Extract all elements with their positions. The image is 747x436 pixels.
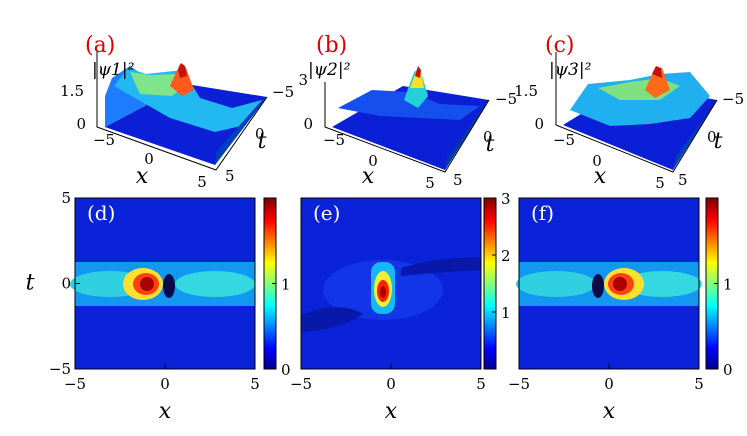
surface-c-ytick: −5 (722, 90, 744, 108)
heatmap-d-ytick-label: 5 (61, 189, 71, 207)
heatmap-e-xtick-label: −5 (290, 375, 312, 393)
heatmap-f-xtick-label: 0 (604, 375, 614, 393)
surface-b-ytick: −5 (495, 90, 517, 108)
heatmap-panel-f (516, 197, 702, 370)
heatmap-f-peak-core (613, 277, 627, 291)
surface-a-ztick: 0 (76, 115, 86, 133)
surface-panel-a (105, 63, 267, 165)
panel-label-a: (a) (85, 33, 115, 58)
surface-a-ytick: 5 (225, 167, 235, 185)
surface-b-xtick: 5 (425, 174, 435, 192)
surface-panel-c (563, 66, 717, 170)
surface-c-peak-top (652, 66, 662, 78)
surface-b-ztick: 0 (303, 115, 313, 133)
surface-a-ztick: 1.5 (60, 82, 84, 100)
surface-a-xtick: 5 (197, 173, 207, 191)
surface-c-ytick: 5 (678, 171, 688, 189)
heatmap-e-xtick-label: 5 (476, 375, 486, 393)
axis-lines-b (324, 82, 490, 173)
panel-label-c: (c) (545, 33, 575, 58)
heatmap-d-xlabel: x (159, 399, 172, 424)
heatmap-f-hole (592, 274, 604, 298)
surface-b-xtick: −5 (323, 131, 345, 149)
heatmap-f-xtick-label: 5 (694, 375, 704, 393)
heatmap-d-band-core-right (175, 271, 255, 297)
surface-b-ridge (338, 90, 480, 120)
surface-a-peak-top (178, 63, 187, 78)
surface-b-ytick: 0 (483, 128, 493, 146)
surface-a-zlabel: |ψ1|² (92, 60, 135, 80)
heatmap-f-band-core-left (516, 271, 596, 297)
heatmap-panel-d (70, 197, 256, 370)
surface-a-ridge-top (130, 72, 188, 96)
surface-c-ztick: 0 (534, 115, 544, 133)
surface-c-ztick: 1.5 (514, 82, 538, 100)
heatmap-panel-e (300, 197, 482, 370)
surface-c-xtick: 0 (592, 152, 602, 170)
colorbar-f-tick-label: 1 (723, 276, 733, 294)
panel-label-f: (f) (531, 201, 554, 225)
heatmap-e-peak-center (380, 286, 386, 298)
heatmap-d-ytick-label: 0 (61, 275, 71, 293)
surface-a-xtick: 0 (144, 150, 154, 168)
surface-c-ytick: 0 (707, 128, 717, 146)
surface-c-xlabel: x (594, 164, 607, 189)
surface-a-tlabel: t (258, 129, 267, 154)
colorbar-d-tick-label: 0 (281, 361, 291, 379)
surface-a-ytick: 0 (255, 125, 265, 143)
surface-b-xtick: 0 (368, 152, 378, 170)
panel-label-b: (b) (316, 33, 347, 58)
heatmap-f-xlabel: x (603, 399, 616, 424)
surface-c-zlabel: |ψ3|² (549, 60, 592, 80)
panel-label-d: (d) (87, 201, 115, 225)
heatmap-e-xtick-label: 0 (386, 375, 396, 393)
surface-c-xtick: −5 (553, 131, 575, 149)
colorbar-e (483, 197, 497, 370)
colorbar-e-tick-label: 1 (501, 304, 511, 322)
colorbar-e-tick-label: 3 (501, 190, 511, 208)
colorbar-f-tick-label: 0 (723, 361, 733, 379)
heatmap-d-xtick-label: 0 (160, 375, 170, 393)
panel-label-e: (e) (313, 201, 340, 225)
heatmap-e-dark-lobe (301, 307, 363, 332)
axis-lines-c (555, 52, 718, 173)
heatmap-d-xtick-label: 5 (250, 375, 260, 393)
surface-b-ytick: 5 (453, 171, 463, 189)
surface-a-peak (170, 64, 194, 96)
heatmap-e-dark-lobe-2 (401, 257, 481, 276)
surface-b-zlabel: |ψ2|² (308, 60, 351, 80)
axis-lines-a (96, 52, 268, 171)
colorbar-e-tick-label: 2 (501, 247, 511, 265)
heatmap-d-ylabel: t (26, 271, 35, 296)
surface-c-peak (645, 68, 670, 98)
surface-b-tlabel: t (486, 132, 495, 157)
surface-c-xtick: 5 (655, 174, 665, 192)
surface-c-tlabel: t (714, 129, 723, 154)
surface-b-xlabel: x (362, 164, 375, 189)
colorbar-d-tick-label: 1 (281, 276, 291, 294)
heatmap-d-hole (163, 274, 175, 298)
surface-b-peak-top (415, 66, 421, 78)
heatmap-d-xtick-label: −5 (64, 375, 86, 393)
surface-a-xlabel: x (136, 164, 149, 189)
heatmap-d-ytick-label: −5 (49, 360, 71, 378)
surface-a-xtick: −5 (93, 131, 115, 149)
surface-a-front (215, 97, 267, 165)
heatmap-f-xtick-label: −5 (508, 375, 530, 393)
surface-b-peak-mid (410, 70, 424, 88)
surface-a-ytick: −5 (272, 83, 294, 101)
heatmap-d-peak-core (140, 277, 154, 291)
heatmap-e-xlabel: x (385, 399, 398, 424)
surface-b-ztick: 3 (298, 71, 308, 89)
surface-panel-b (332, 66, 489, 170)
